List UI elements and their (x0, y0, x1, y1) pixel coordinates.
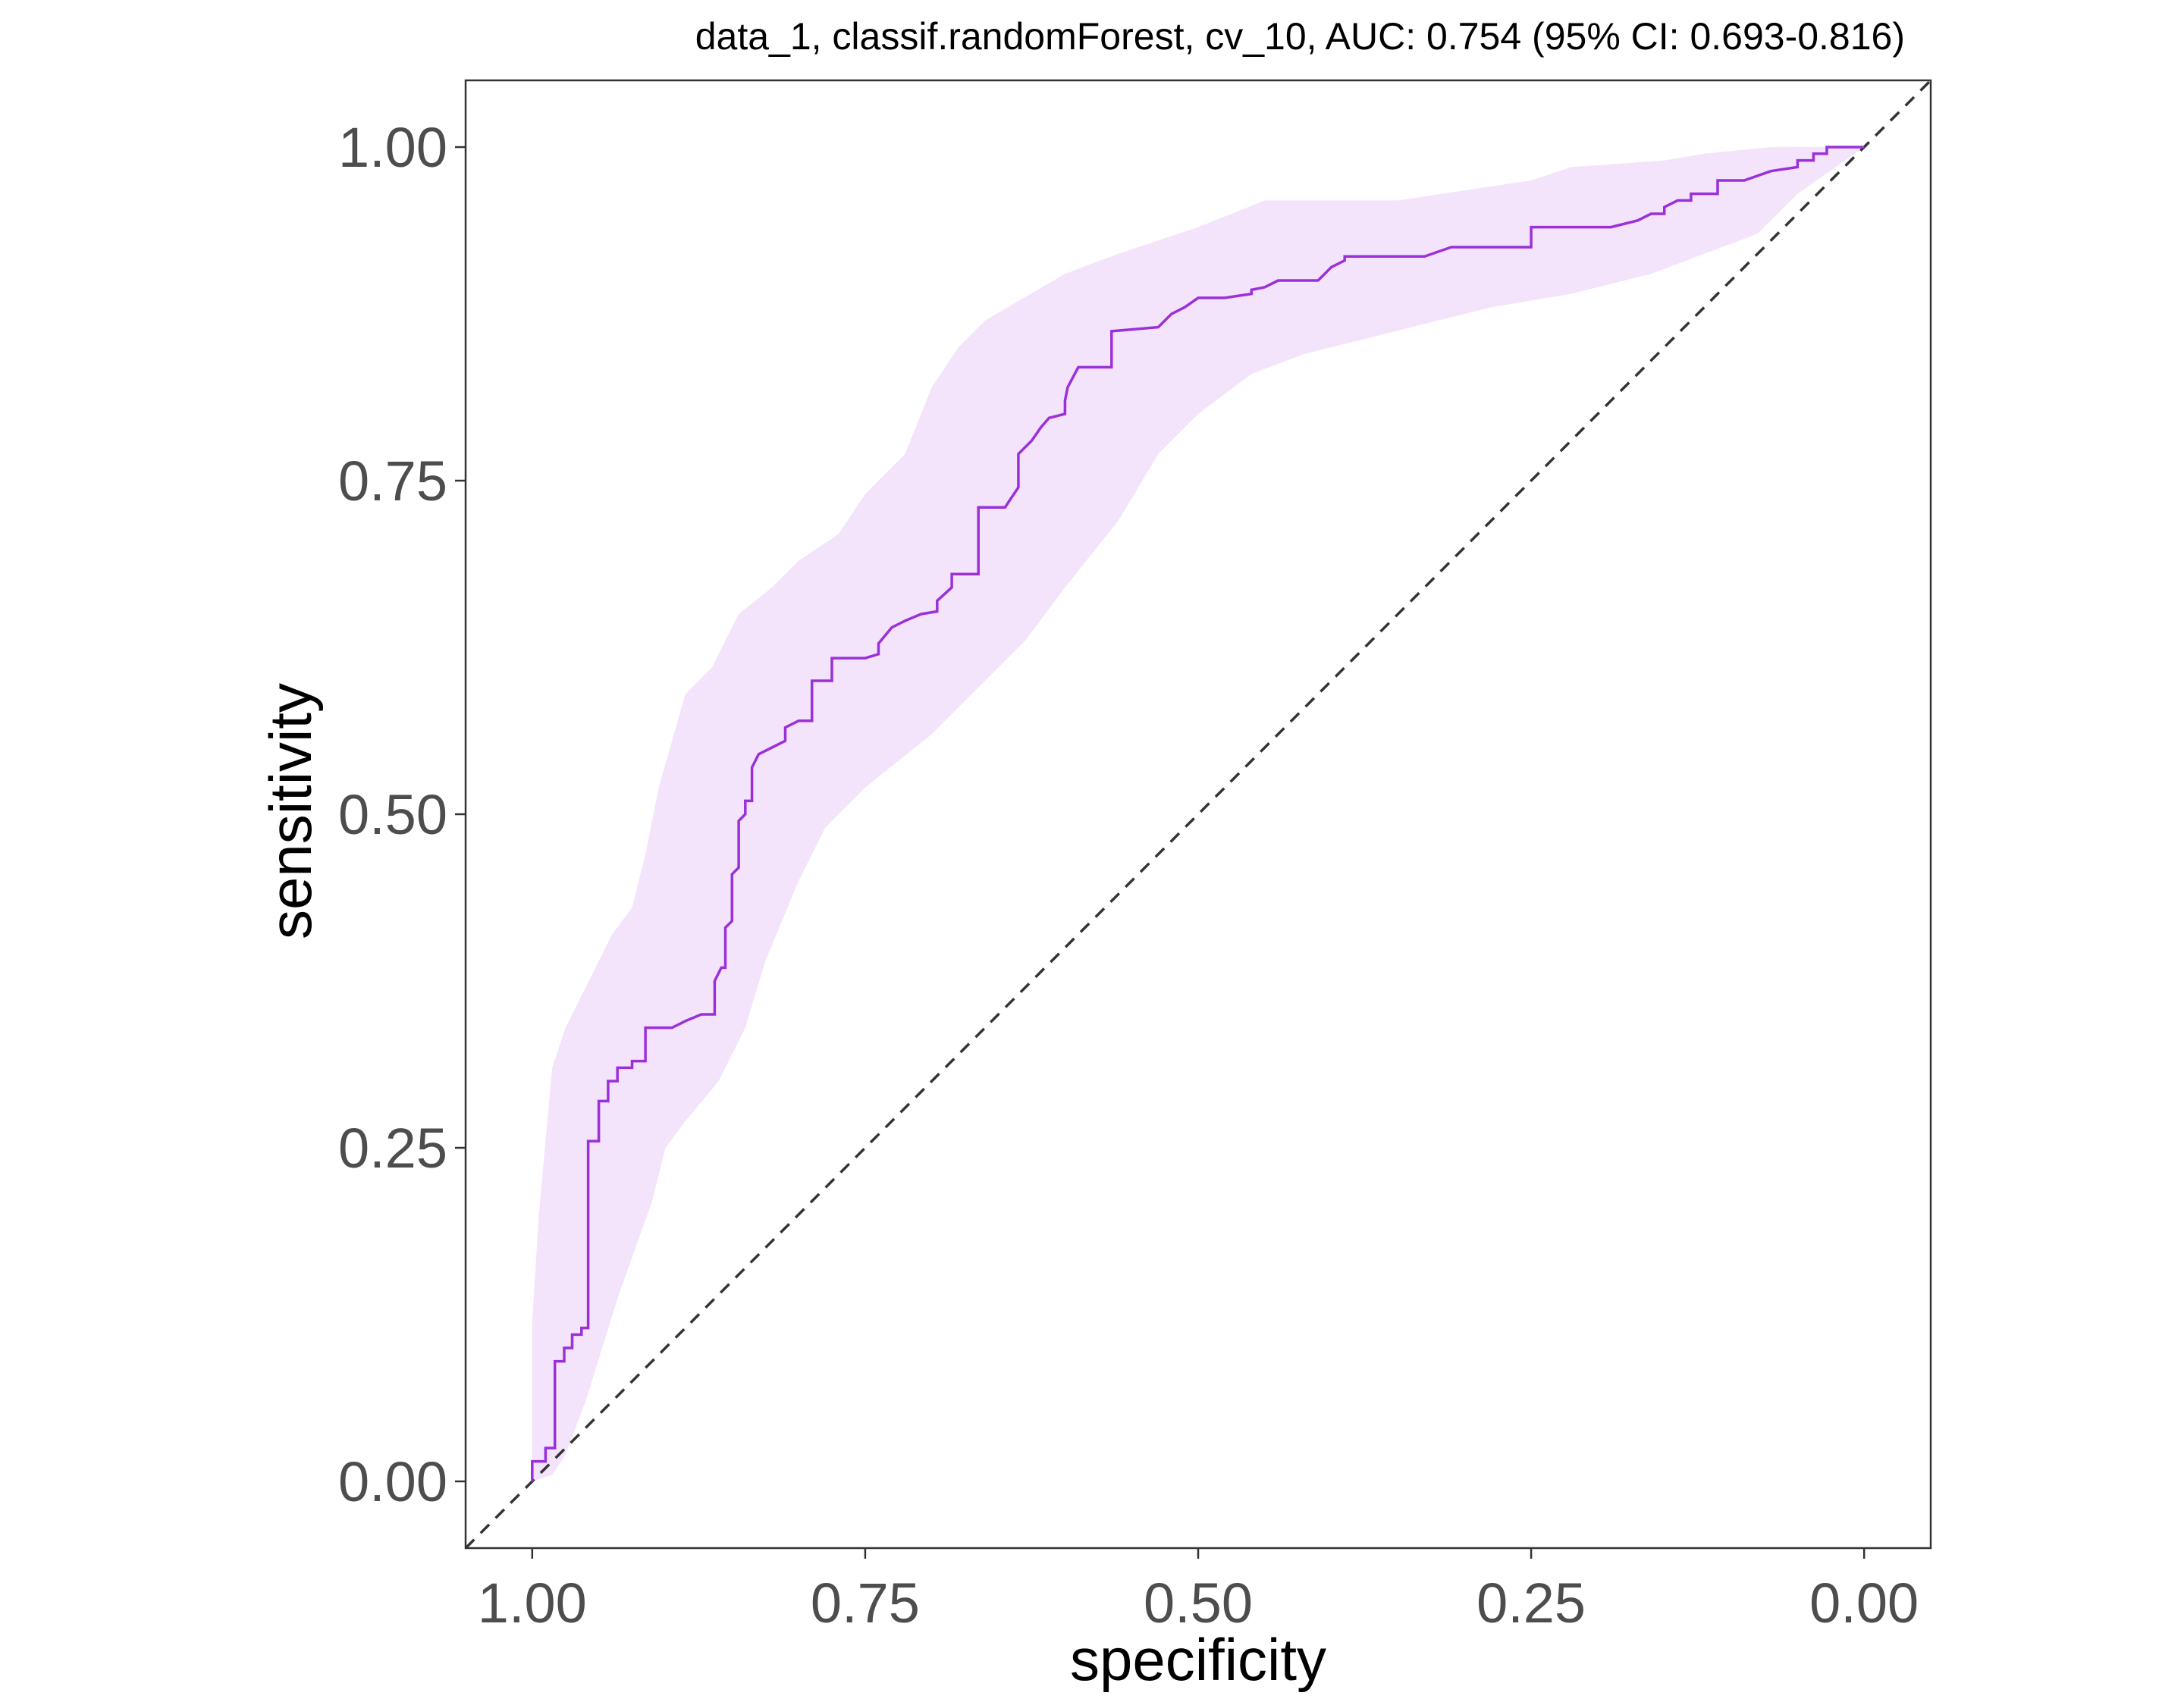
x-tick-label: 0.75 (811, 1572, 920, 1635)
y-axis-title: sensitivity (257, 683, 324, 939)
roc-curve-line (531, 146, 1865, 1481)
chance-diagonal-line (466, 80, 1931, 1548)
ci-band (532, 147, 1865, 1481)
x-tick-label: 0.50 (1144, 1572, 1253, 1635)
y-tick-label: 0.50 (338, 783, 447, 846)
plot-area: 1.00 0.75 0.50 0.25 0.00 0.00 0.25 0.50 0.75 1.00 (338, 79, 1932, 1635)
plot-inner (466, 80, 1931, 1548)
y-tick-label: 0.25 (338, 1117, 447, 1180)
x-axis-title: specificity (1070, 1626, 1326, 1693)
x-tick-label: 0.00 (1809, 1572, 1919, 1635)
x-tick-label: 0.25 (1476, 1572, 1586, 1635)
x-tick-label: 1.00 (478, 1572, 587, 1635)
chart-title: data_1, classif.randomForest, cv_10, AUC… (695, 15, 1905, 58)
y-tick-label: 1.00 (338, 116, 447, 179)
y-tick-label: 0.75 (338, 450, 447, 512)
y-tick-label: 0.00 (338, 1450, 447, 1513)
